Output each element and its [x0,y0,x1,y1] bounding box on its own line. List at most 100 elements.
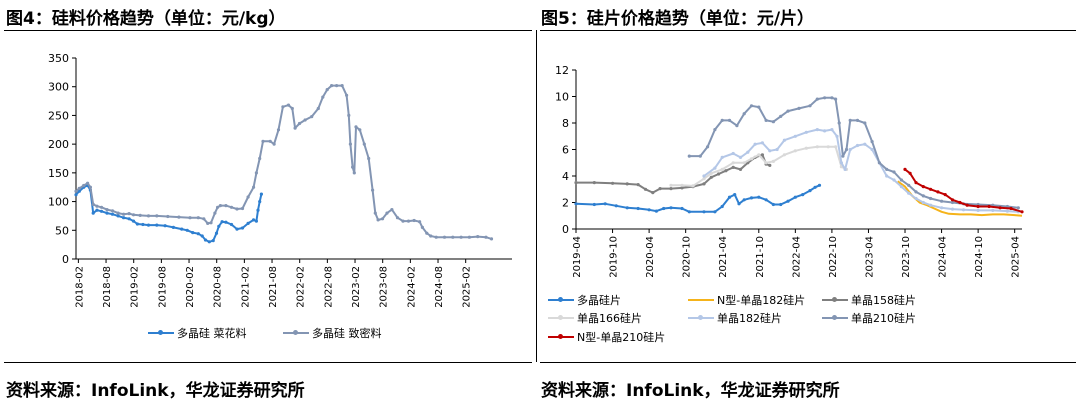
data-point [786,199,790,203]
data-point [691,184,695,188]
legend-label: 单晶158硅片 [851,294,916,307]
data-point [720,204,724,209]
data-point [625,206,629,210]
data-point [293,126,297,130]
data-point [907,191,911,195]
data-point [258,200,262,204]
data-point [105,211,109,215]
data-point [731,165,735,169]
x-tick-label: 2021-04 [718,236,729,278]
data-point [218,204,222,208]
x-tick-label: 2019-04 [572,236,583,278]
data-point [429,234,433,238]
data-point [855,143,860,148]
legend-label: 单晶166硅片 [577,312,642,325]
data-point [122,212,126,216]
data-point [347,113,351,117]
data-point [246,195,250,199]
x-tick-label: 2024-10 [974,236,985,278]
data-point [830,96,834,100]
x-tick-label: 2018-08 [102,266,113,308]
x-tick-label: 2021-02 [240,266,251,308]
data-point [611,181,615,185]
data-point [110,212,115,216]
data-point [254,171,258,175]
x-tick-label: 2023-10 [901,236,912,278]
data-point [669,183,673,187]
data-point [823,96,827,100]
y-tick-label: 350 [48,52,69,65]
legend-swatch [283,330,309,335]
legend-swatch [822,315,848,320]
legend-item-N型-单晶182硅片: N型-单晶182硅片 [688,293,805,307]
data-point [82,183,86,188]
chart4-source-rule [4,362,532,363]
series-line-单晶182硅片 [703,128,1019,213]
data-point [731,161,735,165]
data-point [961,208,966,212]
data-point [316,106,320,111]
data-point [817,183,822,187]
data-point [771,159,776,163]
data-point [843,167,847,171]
data-point [146,214,151,218]
data-point [987,204,991,209]
data-point [749,157,754,161]
data-point [390,208,394,212]
data-point [217,224,221,228]
data-point [155,214,159,218]
data-point [669,206,673,210]
data-point [131,219,136,223]
data-point [837,121,841,125]
data-point [757,195,761,199]
data-point [127,212,131,216]
data-point [489,237,494,241]
data-point [786,109,790,113]
data-point [268,139,272,143]
legend-item-N型-单晶210硅片: N型-单晶210硅片 [548,330,665,344]
data-point [742,161,746,165]
data-point [116,211,120,215]
data-point [735,124,739,128]
data-point [914,181,918,185]
data-point [733,193,737,197]
chart4-title-rule [4,30,532,31]
x-tick-label: 2018-02 [74,266,85,308]
data-point [793,195,797,199]
data-point [321,95,325,99]
data-point [214,231,219,235]
data-point [950,207,955,211]
data-point [940,199,944,203]
data-point [903,167,907,171]
data-point [713,166,717,170]
x-tick-label: 2019-10 [609,236,620,278]
data-point [216,205,220,209]
data-point [702,210,706,214]
data-point [720,155,724,159]
data-point [965,203,969,207]
data-point [885,167,889,171]
data-point [976,204,980,209]
data-point [760,153,765,157]
legend-item-单晶210硅片: 单晶210硅片 [822,311,916,325]
legend-swatch [688,299,714,301]
data-point [749,196,754,200]
data-point [720,118,724,122]
data-point [1009,206,1013,211]
data-point [385,211,389,215]
data-point [844,147,849,152]
data-point [207,240,211,244]
data-point [643,187,648,191]
data-point [823,129,827,133]
data-point [834,145,838,149]
series-单晶166硅片 [669,145,849,188]
legend-label: 单晶182硅片 [717,312,782,325]
legend-label: N型-单晶182硅片 [717,294,806,307]
data-point [899,178,904,182]
data-point [702,182,706,186]
data-point [921,185,925,189]
data-point [815,97,819,101]
data-point [256,208,260,212]
data-point [706,145,710,149]
data-point [779,114,783,118]
